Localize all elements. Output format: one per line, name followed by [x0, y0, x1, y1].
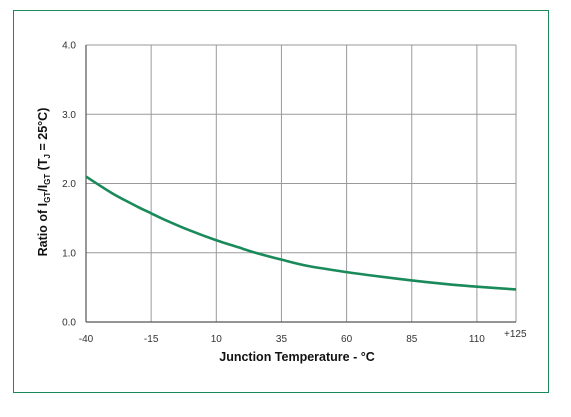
- series-line: [85, 175, 517, 291]
- x-tick-label: 10: [211, 334, 223, 345]
- x-tick-label: 35: [276, 334, 288, 345]
- y-axis-label: Ratio of IGT/IGT (TJ = 25°C): [36, 108, 52, 257]
- y-tick-label: 3.0: [62, 110, 76, 121]
- x-tick-label: +125: [504, 329, 527, 340]
- x-tick-label: 60: [341, 334, 353, 345]
- y-tick-label: 4.0: [62, 41, 76, 52]
- x-tick-label: -15: [144, 334, 159, 345]
- y-tick-labels: 0.0 1.0 2.0 3.0 4.0: [62, 41, 76, 329]
- y-tick-label: 2.0: [62, 179, 76, 190]
- y-tick-label: 1.0: [62, 248, 76, 259]
- x-tick-label: 85: [406, 334, 418, 345]
- x-tick-label: -40: [79, 334, 94, 345]
- grid: [85, 44, 517, 323]
- x-tick-label: 110: [469, 334, 485, 345]
- x-axis-label: Junction Temperature - °C: [219, 350, 374, 364]
- x-tick-labels: -40 -15 10 35 60 85 110 +125: [79, 329, 527, 345]
- y-tick-label: 0.0: [62, 318, 76, 329]
